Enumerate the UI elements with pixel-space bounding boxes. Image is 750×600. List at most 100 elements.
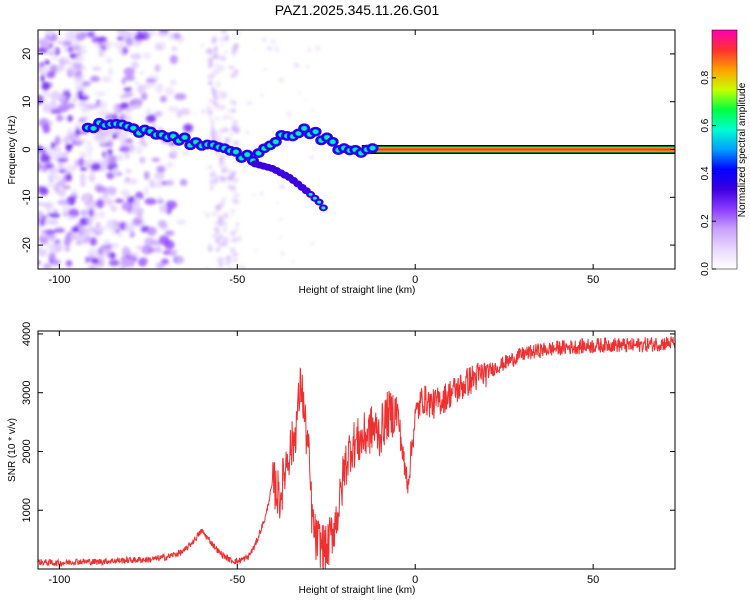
noise-blob: [66, 215, 76, 221]
noise-blob: [156, 195, 163, 203]
noise-blob: [65, 143, 72, 153]
noise-blob: [156, 45, 162, 50]
colorbar-label: Normalized spectral amplitude: [737, 82, 748, 217]
noise-blob: [217, 256, 223, 264]
snr-plot-area: [38, 336, 675, 569]
noise-blob: [63, 60, 76, 66]
noise-blob: [85, 201, 97, 212]
noise-blob: [66, 172, 72, 182]
noise-blob: [127, 205, 133, 215]
noise-blob: [125, 176, 130, 182]
noise-blob: [130, 98, 143, 108]
noise-blob: [210, 126, 215, 130]
noise-blob: [222, 212, 229, 219]
noise-blob: [129, 252, 140, 258]
noise-blob: [207, 80, 213, 86]
noise-blob: [96, 221, 101, 228]
noise-blob: [126, 196, 136, 204]
noise-blob: [176, 109, 183, 119]
noise-blob: [62, 136, 71, 145]
noise-blob: [132, 218, 143, 226]
snr-y-tick-label: 4000: [21, 322, 33, 346]
noise-blob: [210, 71, 215, 76]
noise-blob: [209, 185, 214, 191]
noise-blob: [98, 47, 105, 58]
noise-blob: [215, 102, 220, 108]
noise-blob: [310, 242, 315, 245]
noise-blob: [232, 230, 237, 236]
noise-blob: [84, 159, 96, 164]
track-blob: [331, 140, 335, 143]
snr-plot-frame: [37, 330, 676, 570]
noise-blob: [79, 181, 86, 188]
noise-blob: [193, 112, 197, 116]
noise-blob: [259, 191, 265, 197]
noise-blob: [159, 95, 167, 103]
noise-blob: [143, 171, 150, 180]
noise-blob: [245, 130, 250, 135]
noise-blob: [118, 135, 127, 143]
noise-blob: [48, 252, 56, 262]
noise-blob: [114, 198, 125, 204]
noise-blob: [46, 71, 56, 79]
noise-blob: [38, 94, 45, 105]
noise-blob: [225, 115, 229, 119]
noise-blob: [145, 78, 157, 83]
noise-blob: [57, 161, 65, 170]
noise-blob: [167, 105, 179, 112]
noise-blob: [82, 193, 91, 203]
noise-blob: [236, 31, 241, 37]
main-track: [81, 117, 675, 212]
noise-blob: [53, 208, 58, 214]
noise-blob: [43, 262, 52, 269]
noise-blob: [154, 111, 163, 117]
noise-blob: [121, 77, 126, 85]
noise-blob: [263, 67, 267, 72]
noise-blob: [104, 44, 112, 50]
noise-blob: [298, 91, 301, 94]
noise-blob: [63, 237, 71, 247]
noise-blob: [95, 91, 106, 97]
noise-blob: [137, 84, 146, 94]
noise-blob: [234, 101, 237, 106]
noise-blob: [123, 67, 135, 76]
snr-y-tick-label: 1000: [21, 498, 33, 522]
noise-blob: [229, 98, 234, 106]
track-blob: [137, 131, 141, 135]
noise-blob: [41, 81, 50, 92]
figure-title: PAZ1.2025.345.11.26.G01: [275, 2, 440, 18]
noise-blob: [227, 266, 232, 269]
noise-blob: [50, 142, 56, 150]
noise-blob: [86, 31, 95, 38]
noise-blob: [233, 87, 236, 90]
track-blob: [177, 139, 181, 142]
track-blob: [131, 127, 135, 130]
noise-blob: [74, 122, 82, 130]
noise-blob: [38, 260, 41, 265]
noise-blob: [214, 247, 221, 252]
noise-blob: [216, 134, 222, 140]
noise-blob: [56, 157, 69, 163]
noise-blob: [170, 250, 177, 258]
spectrogram-x-tick-label: -100: [48, 274, 70, 286]
noise-blob: [46, 172, 58, 181]
noise-blob: [118, 153, 124, 162]
noise-blob: [217, 65, 225, 72]
noise-blob: [77, 228, 85, 236]
noise-blob: [291, 260, 295, 264]
noise-blob: [100, 247, 111, 255]
track-blob: [314, 130, 317, 133]
secondary-track-core: [312, 196, 317, 200]
noise-blob: [169, 54, 178, 65]
noise-blob: [279, 217, 283, 221]
noise-blob: [252, 48, 255, 51]
noise-blob: [145, 108, 152, 115]
noise-blob: [115, 229, 120, 234]
noise-blob: [48, 167, 59, 174]
noise-blob: [136, 30, 143, 40]
noise-blob: [90, 162, 101, 172]
noise-blob: [108, 67, 114, 76]
noise-blob: [62, 40, 73, 46]
spectrogram-panel: -100 -50 0 50 20 10 0 -10 -20 Height of straight…: [7, 29, 676, 296]
noise-blob: [65, 260, 73, 267]
